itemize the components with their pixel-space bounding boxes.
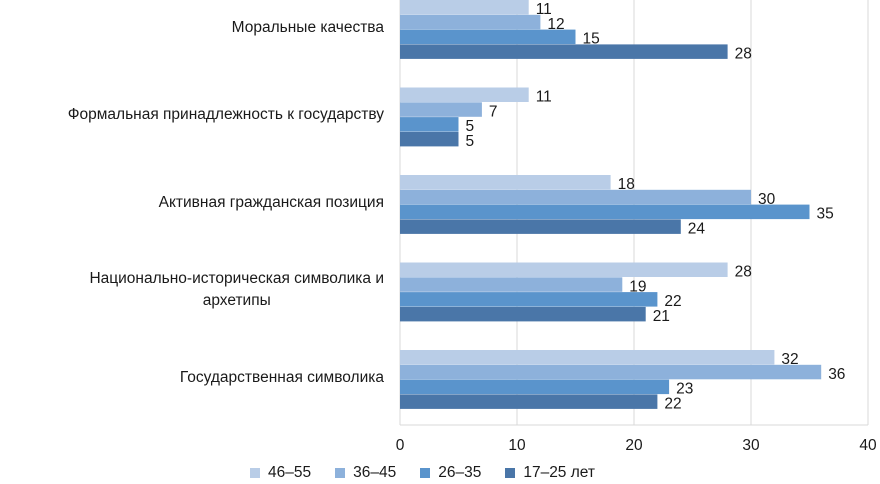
value-label-4-3: 22	[664, 293, 681, 310]
value-label-3-3: 35	[817, 206, 834, 223]
bar-1-4	[400, 44, 728, 59]
bar-3-1	[400, 175, 611, 190]
category-label-line: Национально-историческая символика и	[89, 270, 384, 288]
bar-4-1	[400, 262, 728, 277]
bar-3-4	[400, 219, 681, 234]
x-tick-label-0: 0	[396, 437, 405, 454]
value-label-3-1: 18	[618, 176, 635, 193]
value-label-2-3: 5	[466, 118, 475, 135]
legend-swatch	[505, 468, 516, 478]
bar-3-3	[400, 204, 810, 220]
category-label-line: Формальная принадлежность к государству	[67, 106, 384, 124]
bar-5-4	[400, 394, 658, 409]
bar-5-2	[400, 364, 822, 380]
category-label: Национально-историческая символика и архе…	[89, 268, 384, 312]
value-label-5-3: 23	[676, 381, 693, 398]
bar-2-2	[400, 102, 482, 117]
legend-swatch	[250, 468, 260, 478]
bar-1-1	[400, 0, 529, 15]
bar-4-4	[400, 306, 646, 322]
legend-label: 26–35	[438, 464, 482, 481]
x-tick-label-30: 30	[742, 437, 760, 454]
legend-item: 46–55	[250, 464, 311, 482]
value-label-1-2: 12	[547, 16, 564, 33]
legend-item: 17–25 лет	[505, 464, 595, 482]
value-label-3-4: 24	[688, 220, 706, 237]
x-tick-label-20: 20	[625, 437, 643, 454]
legend-item: 36–45	[335, 464, 396, 482]
value-label-2-4: 5	[466, 133, 475, 150]
category-label-line: архетипы	[202, 292, 271, 310]
category-label-line: Государственная символика	[179, 368, 384, 386]
value-label-5-1: 32	[781, 351, 798, 368]
category-label: Активная гражданская позиция	[159, 192, 384, 214]
value-label-4-1: 28	[735, 264, 752, 281]
legend-swatch	[420, 468, 431, 478]
value-label-4-4: 21	[653, 308, 670, 325]
x-tick-label-10: 10	[508, 437, 526, 454]
category-label-line: Моральные качества	[231, 18, 384, 36]
legend-item: 26–35	[420, 464, 481, 482]
value-label-4-2: 19	[629, 278, 646, 295]
bar-1-3	[400, 29, 576, 45]
bar-2-3	[400, 117, 459, 132]
legend-label: 46–55	[268, 464, 312, 481]
bar-5-1	[400, 350, 775, 365]
bar-2-1	[400, 87, 529, 102]
legend-swatch	[335, 468, 346, 478]
category-label: Государственная символика	[180, 367, 384, 389]
value-label-1-1: 11	[536, 1, 552, 18]
bar-5-3	[400, 379, 670, 395]
category-label: Моральные качества	[232, 17, 384, 39]
bar-4-3	[400, 292, 658, 307]
legend: 46–55 36–45 26–35 17–25 лет	[250, 464, 619, 482]
legend-label: 17–25 лет	[523, 464, 595, 481]
bar-3-2	[400, 189, 751, 205]
category-label: Формальная принадлежность к государству	[68, 104, 384, 126]
value-label-5-2: 36	[828, 366, 845, 383]
value-label-1-4: 28	[735, 45, 752, 62]
bar-4-2	[400, 277, 623, 292]
bar-2-4	[400, 131, 459, 147]
category-label-line: Активная гражданская позиция	[158, 193, 384, 211]
value-label-5-4: 22	[664, 395, 681, 412]
x-tick-label-40: 40	[859, 437, 877, 454]
value-label-2-2: 7	[489, 103, 498, 120]
value-label-3-2: 30	[758, 191, 776, 208]
legend-label: 36–45	[353, 464, 397, 481]
value-label-1-3: 15	[583, 31, 600, 48]
value-label-2-1: 11	[536, 89, 552, 106]
bar-1-2	[400, 14, 541, 30]
